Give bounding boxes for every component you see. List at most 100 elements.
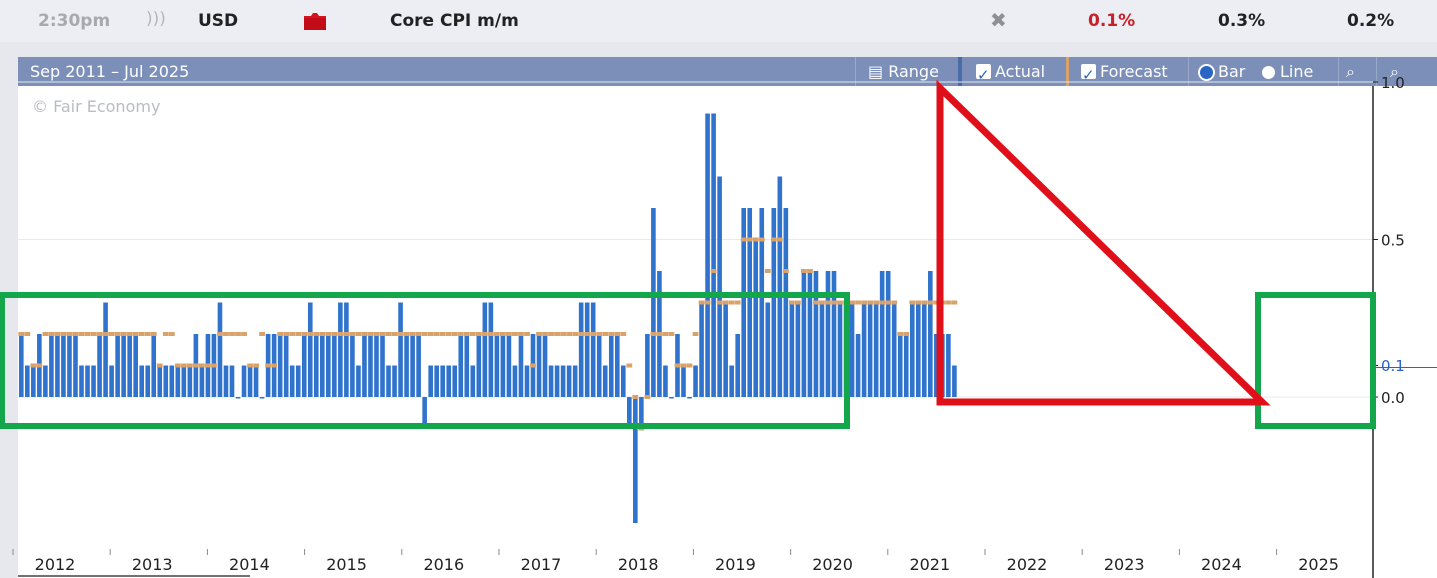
actual-bar [825,271,831,397]
actual-bar [831,271,837,397]
forecast-mark [397,332,404,336]
checkbox-icon [976,61,991,90]
actual-bar [416,334,421,397]
actual-bar [259,397,265,399]
actual-bar [320,334,325,397]
forecast-mark [758,237,765,242]
forecast-mark [909,300,916,305]
actual-bar [380,334,385,397]
x-tick-label: 2015 [326,555,367,574]
forecast-mark [211,363,217,368]
actual-bar [79,365,84,397]
forecast-mark [84,332,91,336]
actual-bar [518,334,524,397]
forecast-mark [265,363,272,368]
forecast-mark [807,269,813,273]
forecast-mark [788,300,795,305]
forecast-mark [192,363,199,368]
actual-bar [500,334,506,397]
forecast-mark [301,332,308,336]
forecast-mark [837,300,843,305]
actual-bar [512,365,518,397]
forecast-mark [698,300,705,305]
forecast-mark [578,332,585,336]
actual-bar [67,334,72,397]
x-tick-label: 2022 [1007,555,1048,574]
forecast-mark [596,332,603,336]
actual-bar [235,397,241,399]
forecast-mark [608,332,615,336]
event-currency: USD [198,11,239,31]
actual-bar [410,334,415,397]
forecast-mark [427,332,434,336]
forecast-toggle[interactable]: Forecast [1081,57,1168,90]
x-tick-label: 2013 [132,555,173,574]
actual-bar [151,334,157,397]
forecast-mark [60,332,67,336]
actual-bar [897,334,903,397]
x-tick-label: 2019 [715,555,756,574]
forecast-mark [542,332,548,336]
forecast-mark [295,332,302,336]
event-time: 2:30pm [38,11,111,31]
sound-icon[interactable]: ))) [146,9,166,29]
actual-bar [735,334,740,397]
forecast-mark [66,332,73,336]
event-title[interactable]: Core CPI m/m [390,11,519,31]
actual-bar [566,365,572,397]
actual-bar [139,365,144,397]
forecast-mark [156,363,163,368]
actual-bar [801,271,807,397]
forecast-mark [259,332,265,336]
annotation-red-triangle [936,79,1271,406]
forecast-mark [343,332,350,336]
forecast-mark [42,332,49,336]
zoom-in-icon[interactable]: ⌕ [1346,62,1355,81]
actual-bar [729,365,734,397]
actual-bar [133,334,138,397]
actual-bar [928,271,933,397]
actual-bar [922,302,927,397]
forecast-mark [524,332,530,336]
forecast-mark [241,332,247,336]
actual-bar [25,365,30,397]
forecast-mark [433,332,440,336]
forecast-mark [819,300,825,305]
actual-bar [494,334,500,397]
forecast-mark [337,332,344,336]
actual-bar [488,302,494,397]
forecast-mark [162,332,169,336]
actual-bar [145,365,151,397]
forecast-mark [891,300,898,305]
line-radio[interactable]: Line [1262,57,1313,86]
x-tick-label: 2012 [35,555,76,574]
forecast-mark [861,300,867,305]
actual-bar [458,334,464,397]
range-button[interactable]: ▤ Range [868,57,939,86]
actual-bar [651,208,656,397]
actual-bar [163,365,169,397]
forecast-mark [927,300,934,305]
actual-bar [422,397,427,429]
actual-bar [368,334,373,397]
zoom-out-icon[interactable]: ⌕ [1390,62,1399,81]
bar-radio[interactable]: Bar [1200,57,1245,86]
forecast-mark [180,363,187,368]
actual-bar [952,365,957,397]
date-range-text: Sep 2011 – Jul 2025 [30,62,190,81]
forecast-toggle-label: Forecast [1100,62,1168,81]
actual-toggle[interactable]: Actual [976,57,1045,90]
forecast-mark [325,332,332,336]
forecast-mark [475,332,482,336]
chart-toolbar: Sep 2011 – Jul 2025 ▤ Range Actual Forec… [18,57,1437,90]
y-tick-label: 0.0 [1381,389,1405,407]
forecast-mark [24,332,31,336]
forecast-mark [614,332,621,336]
annotation-green-box-left [0,292,850,429]
radio-icon [1262,66,1275,79]
folder-impact-icon[interactable] [304,13,326,30]
actual-bar [627,397,632,429]
forecast-mark [361,332,368,336]
actual-bar [711,113,716,397]
